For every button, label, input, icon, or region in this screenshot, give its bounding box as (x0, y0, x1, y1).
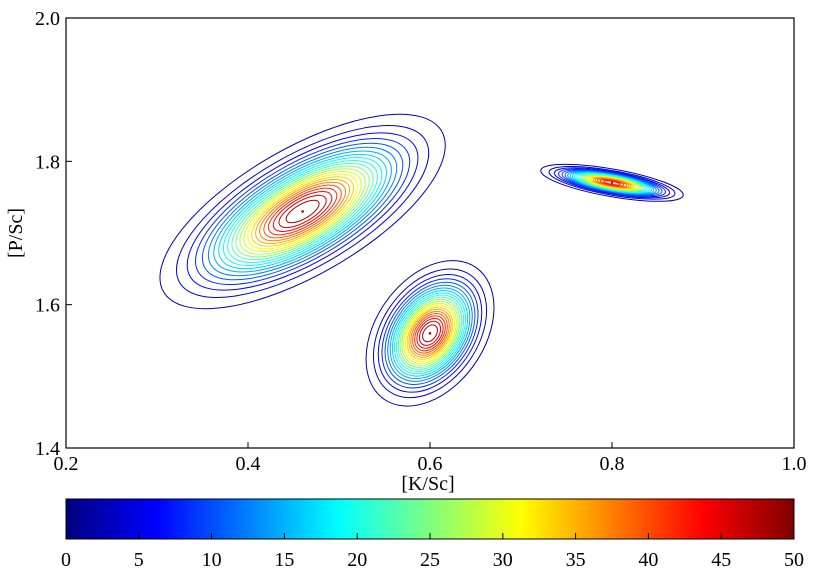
contour-line (399, 298, 461, 368)
plot-frame (65, 17, 795, 449)
x-tick-label: 0.8 (600, 453, 625, 475)
contour-line (384, 281, 476, 385)
colorbar-tick-label: 25 (420, 549, 440, 571)
contour-line (564, 170, 660, 196)
y-tick-label: 2.0 (35, 8, 60, 30)
contour-line (389, 287, 471, 380)
contour-line (410, 310, 450, 356)
contour-line (393, 292, 467, 375)
y-tick-label: 1.6 (35, 295, 60, 317)
contour-line (553, 167, 671, 199)
contour-line (599, 179, 625, 187)
x-tick-label: 1.0 (782, 453, 807, 475)
contour-line (387, 284, 473, 382)
contour-line (278, 194, 327, 229)
contour-line (175, 125, 430, 298)
contour-line (610, 181, 614, 185)
contour-line (259, 181, 347, 242)
x-tick-label: 0.6 (418, 453, 443, 475)
contour-line (251, 176, 355, 247)
contour-line (372, 268, 488, 399)
contour-line (540, 163, 684, 202)
colorbar-tick-label: 40 (638, 549, 658, 571)
contour-line (404, 304, 456, 362)
contour-line (231, 162, 374, 261)
y-tick-label: 1.4 (35, 438, 60, 460)
contour-line (414, 315, 446, 352)
contour-line (391, 290, 469, 377)
contour-line (365, 260, 495, 407)
contour-line (548, 165, 676, 200)
colorbar-tick-label: 10 (202, 549, 222, 571)
colorbar-tick-label: 50 (784, 549, 804, 571)
colorbar-tick-label: 30 (493, 549, 513, 571)
contour-line (272, 191, 333, 232)
contour-line (416, 317, 444, 349)
contour-line (243, 170, 362, 253)
contour-line (301, 210, 304, 213)
y-axis-label: [P/Sc] (5, 208, 27, 258)
contour-line (195, 138, 411, 285)
colorbar-tick-label: 15 (274, 549, 294, 571)
y-tick-label: 1.8 (35, 151, 60, 173)
x-tick-label: 0.2 (54, 453, 79, 475)
colorbar (65, 498, 795, 540)
contour-line (255, 178, 351, 245)
contour-line (395, 294, 465, 373)
contour-line (401, 300, 459, 366)
contour-line (227, 159, 378, 264)
contour-line (159, 113, 446, 310)
contour-line (377, 273, 483, 393)
x-tick-label: 0.4 (236, 453, 261, 475)
axis-ticks: 0.2 0.4 0.6 0.8 1.0 1.4 1.6 1.8 2.0 (35, 8, 807, 475)
contour-line (201, 142, 404, 281)
contour-lines (159, 113, 684, 407)
contour-line (406, 306, 454, 360)
contour-line (418, 320, 442, 346)
colorbar-tick-label: 20 (347, 549, 367, 571)
contour-line (222, 157, 383, 266)
contour-line (422, 324, 438, 343)
contour-line (403, 302, 457, 364)
contour-line (267, 187, 338, 236)
contour-line (239, 168, 366, 255)
contour-line (408, 308, 452, 358)
contour-line (428, 332, 432, 335)
contour-line (186, 132, 419, 291)
contour-line (207, 146, 398, 277)
contour-line (213, 150, 392, 273)
colorbar-ticks: 0 5 10 15 20 25 30 35 40 45 50 (61, 533, 804, 571)
contour-line (218, 153, 387, 270)
contour-line (558, 168, 666, 198)
contour-line (561, 169, 663, 197)
colorbar-tick-label: 5 (134, 549, 144, 571)
contour-line (381, 278, 479, 389)
contour-line (397, 296, 463, 370)
colorbar-tick-label: 0 (61, 549, 71, 571)
contour-line (412, 313, 448, 354)
x-axis-label: [K/Sc] (401, 473, 454, 495)
contour-line (247, 173, 358, 250)
contour-line (603, 180, 621, 186)
contour-line (235, 165, 370, 258)
contour-line (263, 184, 342, 239)
contour-line (285, 199, 320, 224)
contour-line (596, 178, 628, 188)
colorbar-tick-label: 45 (711, 549, 731, 571)
colorbar-tick-label: 35 (566, 549, 586, 571)
